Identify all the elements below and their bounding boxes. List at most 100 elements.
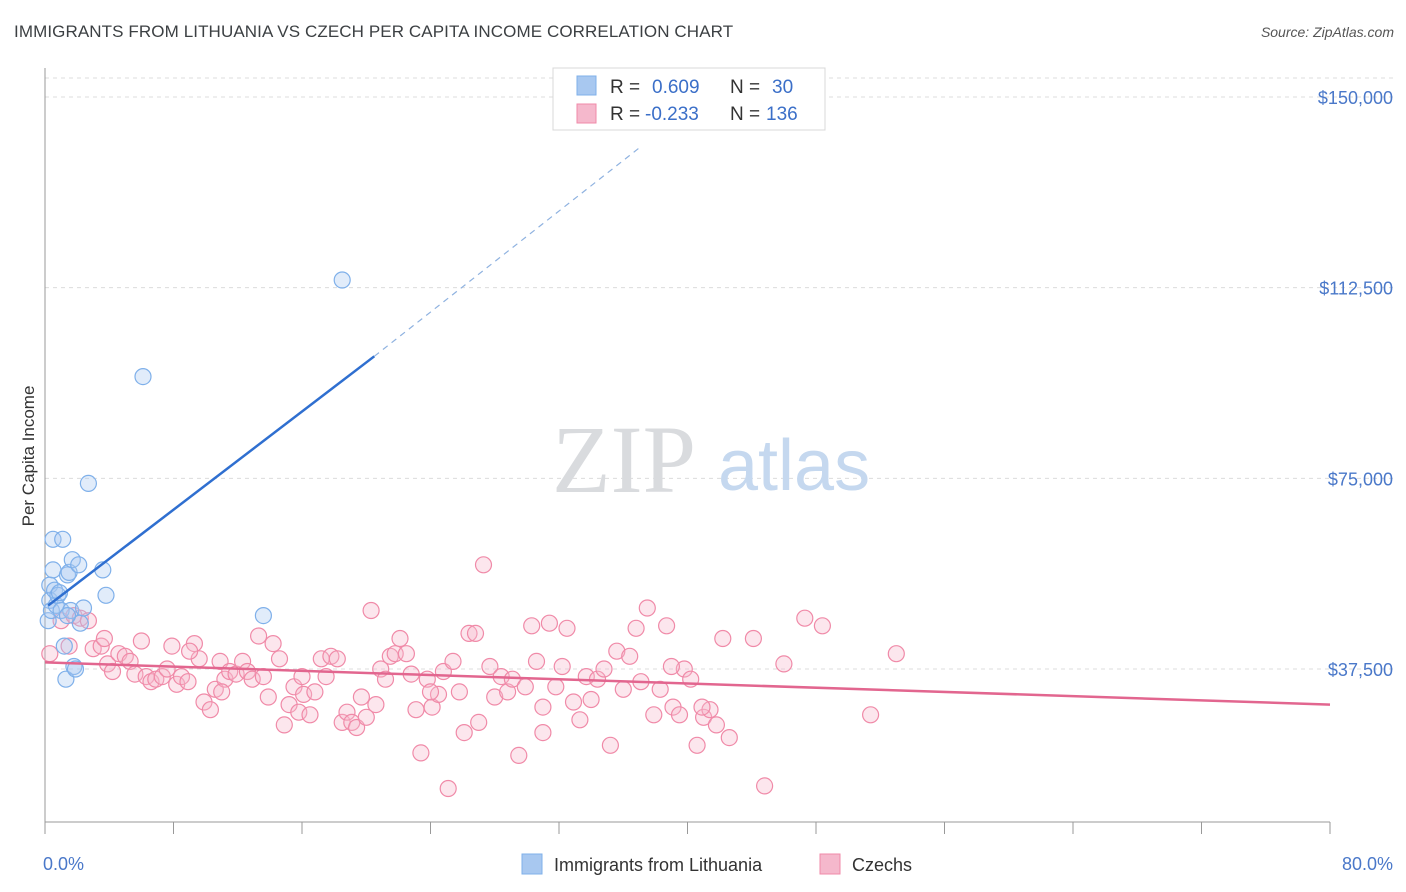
point-lithuania bbox=[54, 530, 72, 548]
point-czechs bbox=[357, 708, 375, 726]
point-czechs bbox=[163, 637, 181, 655]
point-czechs bbox=[861, 706, 880, 724]
point-czechs bbox=[523, 617, 541, 635]
point-czechs bbox=[645, 706, 663, 724]
gridlines bbox=[45, 77, 1395, 670]
point-czechs bbox=[499, 683, 517, 701]
y-tick-labels: $37,500 $75,000 $112,500 $150,000 bbox=[1318, 88, 1393, 680]
point-czechs bbox=[290, 703, 308, 721]
point-czechs bbox=[95, 629, 114, 648]
x-tick-label: 0.0% bbox=[43, 854, 84, 874]
point-lithuania bbox=[50, 584, 69, 602]
legend-swatch-lithuania bbox=[576, 75, 597, 96]
legend-n-label: N = bbox=[730, 77, 760, 98]
point-czechs bbox=[510, 746, 528, 765]
point-czechs bbox=[301, 706, 319, 724]
point-czechs bbox=[450, 683, 468, 701]
point-czechs bbox=[132, 632, 150, 650]
point-czechs bbox=[455, 723, 473, 742]
point-lithuania bbox=[79, 474, 98, 492]
point-lithuania bbox=[44, 530, 62, 548]
point-czechs bbox=[621, 647, 639, 665]
point-czechs bbox=[264, 634, 282, 653]
point-czechs bbox=[407, 701, 425, 719]
watermark-zip: ZIP bbox=[552, 406, 696, 513]
point-czechs bbox=[328, 650, 346, 668]
point-czechs bbox=[439, 779, 457, 798]
source-label: Source: ZipAtlas.com bbox=[1260, 24, 1394, 40]
point-czechs bbox=[534, 698, 552, 716]
point-czechs bbox=[657, 617, 676, 635]
point-czechs bbox=[553, 657, 571, 676]
point-czechs bbox=[306, 683, 324, 701]
point-czechs bbox=[142, 673, 160, 691]
point-czechs bbox=[693, 698, 711, 716]
legend-swatch-czechs bbox=[576, 103, 597, 124]
point-lithuania bbox=[74, 599, 93, 617]
legend-n-value: 30 bbox=[772, 77, 793, 98]
correlation-legend: R = 0.609 N = 30 R = -0.233 N = 136 bbox=[552, 67, 826, 131]
y-tick-label: $37,500 bbox=[1328, 660, 1393, 680]
point-czechs bbox=[376, 670, 395, 688]
y-tick-label: $112,500 bbox=[1319, 279, 1393, 299]
x-tick-labels: 0.0% 80.0% bbox=[43, 854, 1393, 874]
point-czechs bbox=[614, 680, 632, 698]
point-lithuania bbox=[45, 581, 64, 599]
point-czechs bbox=[181, 642, 199, 660]
point-czechs bbox=[675, 660, 693, 678]
point-czechs bbox=[270, 650, 289, 668]
point-czechs bbox=[338, 703, 356, 721]
legend-r-value: -0.233 bbox=[645, 104, 699, 125]
series-legend: Immigrants from Lithuania Czechs bbox=[521, 853, 912, 875]
point-lithuania bbox=[39, 612, 57, 630]
point-czechs bbox=[460, 624, 478, 643]
point-czechs bbox=[662, 657, 681, 676]
point-czechs bbox=[755, 777, 774, 795]
x-tick-label: 80.0% bbox=[1342, 854, 1393, 874]
legend-r-label: R = bbox=[610, 104, 640, 125]
point-lithuania bbox=[44, 561, 62, 579]
point-czechs bbox=[638, 599, 656, 617]
point-czechs bbox=[474, 556, 493, 574]
point-czechs bbox=[250, 627, 268, 645]
point-czechs bbox=[201, 701, 219, 719]
point-czechs bbox=[527, 652, 546, 671]
point-czechs bbox=[444, 652, 462, 671]
point-czechs bbox=[470, 713, 488, 732]
point-czechs bbox=[293, 667, 311, 686]
point-czechs bbox=[688, 736, 706, 754]
point-lithuania bbox=[70, 556, 88, 574]
point-czechs bbox=[775, 655, 793, 673]
point-czechs bbox=[158, 660, 176, 678]
point-czechs bbox=[179, 673, 197, 691]
point-czechs bbox=[362, 601, 380, 620]
watermark-atlas: atlas bbox=[718, 426, 870, 506]
point-lithuania bbox=[66, 660, 85, 678]
point-czechs bbox=[608, 642, 626, 660]
point-czechs bbox=[571, 711, 589, 729]
point-lithuania bbox=[254, 606, 272, 625]
point-czechs bbox=[707, 716, 726, 734]
bottom-legend-swatch-czechs bbox=[819, 853, 841, 875]
point-czechs bbox=[651, 680, 669, 698]
point-lithuania bbox=[333, 271, 351, 289]
point-lithuania bbox=[55, 637, 73, 655]
point-czechs bbox=[41, 645, 59, 663]
bottom-legend-label-czechs: Czechs bbox=[852, 855, 912, 875]
point-czechs bbox=[213, 683, 231, 701]
trend-line-lithuania bbox=[47, 355, 376, 607]
y-axis-label: Per Capita Income bbox=[19, 386, 38, 527]
axes bbox=[44, 68, 1331, 834]
point-czechs bbox=[564, 693, 583, 711]
point-czechs bbox=[887, 645, 905, 663]
trend-lines bbox=[44, 147, 1331, 706]
bottom-legend-swatch-lithuania bbox=[521, 853, 543, 875]
point-czechs bbox=[516, 678, 534, 696]
trend-line-lithuania-extension bbox=[373, 147, 640, 357]
point-czechs bbox=[595, 660, 613, 678]
y-tick-label: $150,000 bbox=[1318, 88, 1393, 108]
point-czechs bbox=[670, 706, 689, 724]
point-czechs bbox=[720, 728, 738, 747]
point-czechs bbox=[486, 688, 504, 706]
